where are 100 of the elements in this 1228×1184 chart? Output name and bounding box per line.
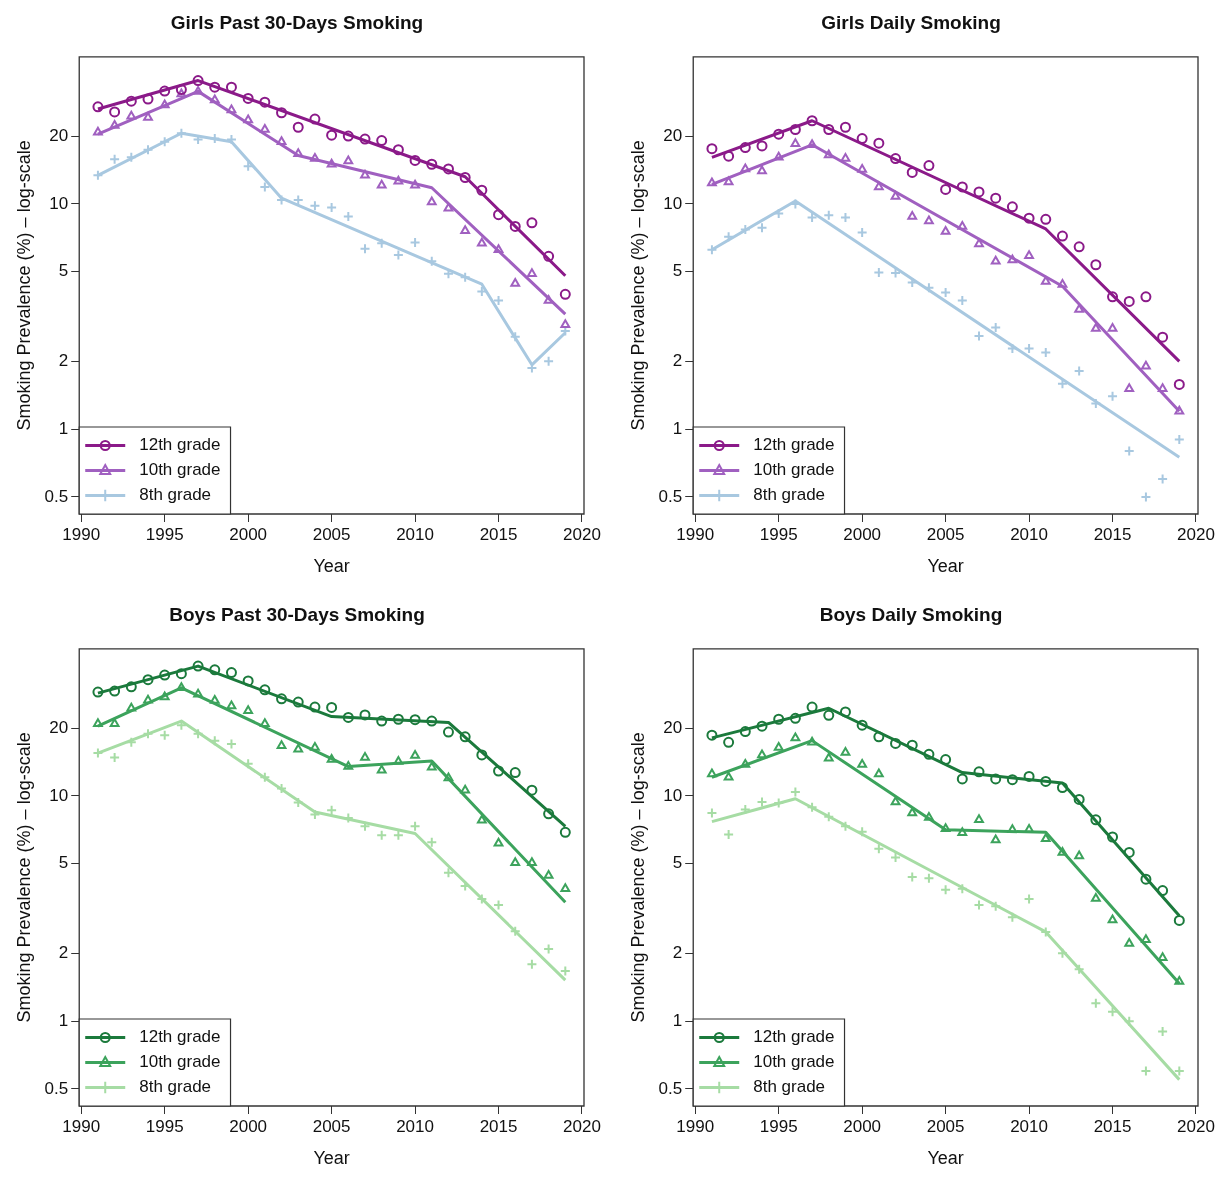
- point: [476, 184, 488, 196]
- point: [1006, 201, 1018, 213]
- x-tick-label: 2005: [926, 1116, 965, 1136]
- point: [309, 113, 321, 125]
- point: [376, 179, 387, 189]
- point: [890, 153, 902, 165]
- point: [326, 158, 337, 168]
- x-tick-label: 1990: [676, 524, 715, 544]
- point: [125, 151, 137, 163]
- point: [493, 209, 505, 221]
- point: [259, 124, 270, 133]
- point: [392, 713, 404, 725]
- point: [543, 808, 555, 820]
- point: [707, 177, 717, 187]
- point: [326, 129, 338, 141]
- point: [509, 925, 521, 937]
- x-tick-label: 2000: [843, 1116, 882, 1136]
- point: [1173, 378, 1185, 390]
- point: [839, 706, 851, 718]
- point: [807, 139, 817, 149]
- point: [773, 742, 784, 751]
- point: [493, 837, 504, 847]
- point: [756, 720, 768, 732]
- point: [459, 172, 471, 184]
- y-tick-label: 10: [49, 193, 69, 213]
- point: [1174, 405, 1185, 415]
- point: [1107, 322, 1118, 332]
- point: [92, 101, 104, 113]
- point: [493, 244, 504, 253]
- point: [376, 715, 388, 727]
- y-tick-label: 0.5: [658, 1078, 683, 1098]
- point: [410, 179, 420, 189]
- chart-title: Girls Past 30-Days Smoking: [170, 11, 424, 33]
- point: [393, 756, 404, 765]
- point: [789, 712, 801, 724]
- x-tick-label: 2005: [312, 1116, 351, 1136]
- y-tick-label: 10: [663, 193, 683, 213]
- legend-label: 8th grade: [139, 1077, 212, 1097]
- x-tick-label: 1995: [759, 1116, 798, 1136]
- point: [1157, 952, 1168, 962]
- point: [1040, 275, 1051, 285]
- point: [707, 768, 717, 778]
- point: [1007, 254, 1018, 264]
- point: [839, 121, 851, 133]
- point: [559, 288, 571, 300]
- x-tick-label: 1995: [759, 524, 798, 544]
- point: [342, 130, 354, 142]
- point: [392, 144, 404, 156]
- point: [790, 732, 801, 742]
- point: [343, 761, 354, 770]
- point: [956, 181, 968, 193]
- point: [143, 111, 153, 121]
- point: [1090, 259, 1102, 271]
- point: [176, 682, 187, 692]
- point: [1107, 914, 1118, 924]
- point: [125, 681, 137, 693]
- x-axis-title: Year: [313, 556, 350, 577]
- point: [192, 75, 204, 87]
- point: [310, 153, 320, 162]
- x-tick-label: 2015: [1093, 1116, 1132, 1136]
- point: [243, 114, 254, 124]
- point: [990, 773, 1002, 785]
- point: [209, 664, 221, 676]
- point: [292, 121, 304, 133]
- y-tick-label: 20: [49, 125, 69, 145]
- y-tick-label: 1: [58, 1010, 69, 1030]
- point: [756, 140, 768, 152]
- point: [790, 138, 801, 147]
- point: [342, 711, 354, 723]
- point: [443, 772, 454, 782]
- point: [1056, 781, 1068, 793]
- point: [940, 754, 952, 766]
- point: [376, 135, 388, 147]
- point: [159, 85, 171, 97]
- point: [739, 142, 751, 154]
- point: [823, 709, 835, 721]
- point: [226, 104, 237, 114]
- point: [1040, 775, 1052, 787]
- point: [426, 196, 437, 206]
- point: [873, 137, 885, 149]
- point: [543, 870, 554, 879]
- point: [126, 110, 137, 120]
- point: [476, 749, 488, 761]
- point: [1006, 774, 1018, 786]
- point: [906, 166, 918, 178]
- point: [527, 857, 537, 866]
- point: [1040, 213, 1052, 225]
- point: [243, 705, 254, 714]
- point: [442, 726, 454, 738]
- x-tick-label: 1995: [145, 524, 184, 544]
- point: [225, 667, 237, 679]
- point: [259, 718, 270, 728]
- point: [1024, 250, 1034, 259]
- point: [957, 220, 968, 230]
- point: [393, 175, 404, 185]
- point: [376, 764, 387, 774]
- point: [740, 163, 751, 173]
- y-axis-title: Smoking Prevalence (%) – log-scale: [627, 732, 648, 1023]
- x-tick-label: 2020: [1177, 524, 1215, 544]
- y-tick-label: 0.5: [658, 486, 683, 506]
